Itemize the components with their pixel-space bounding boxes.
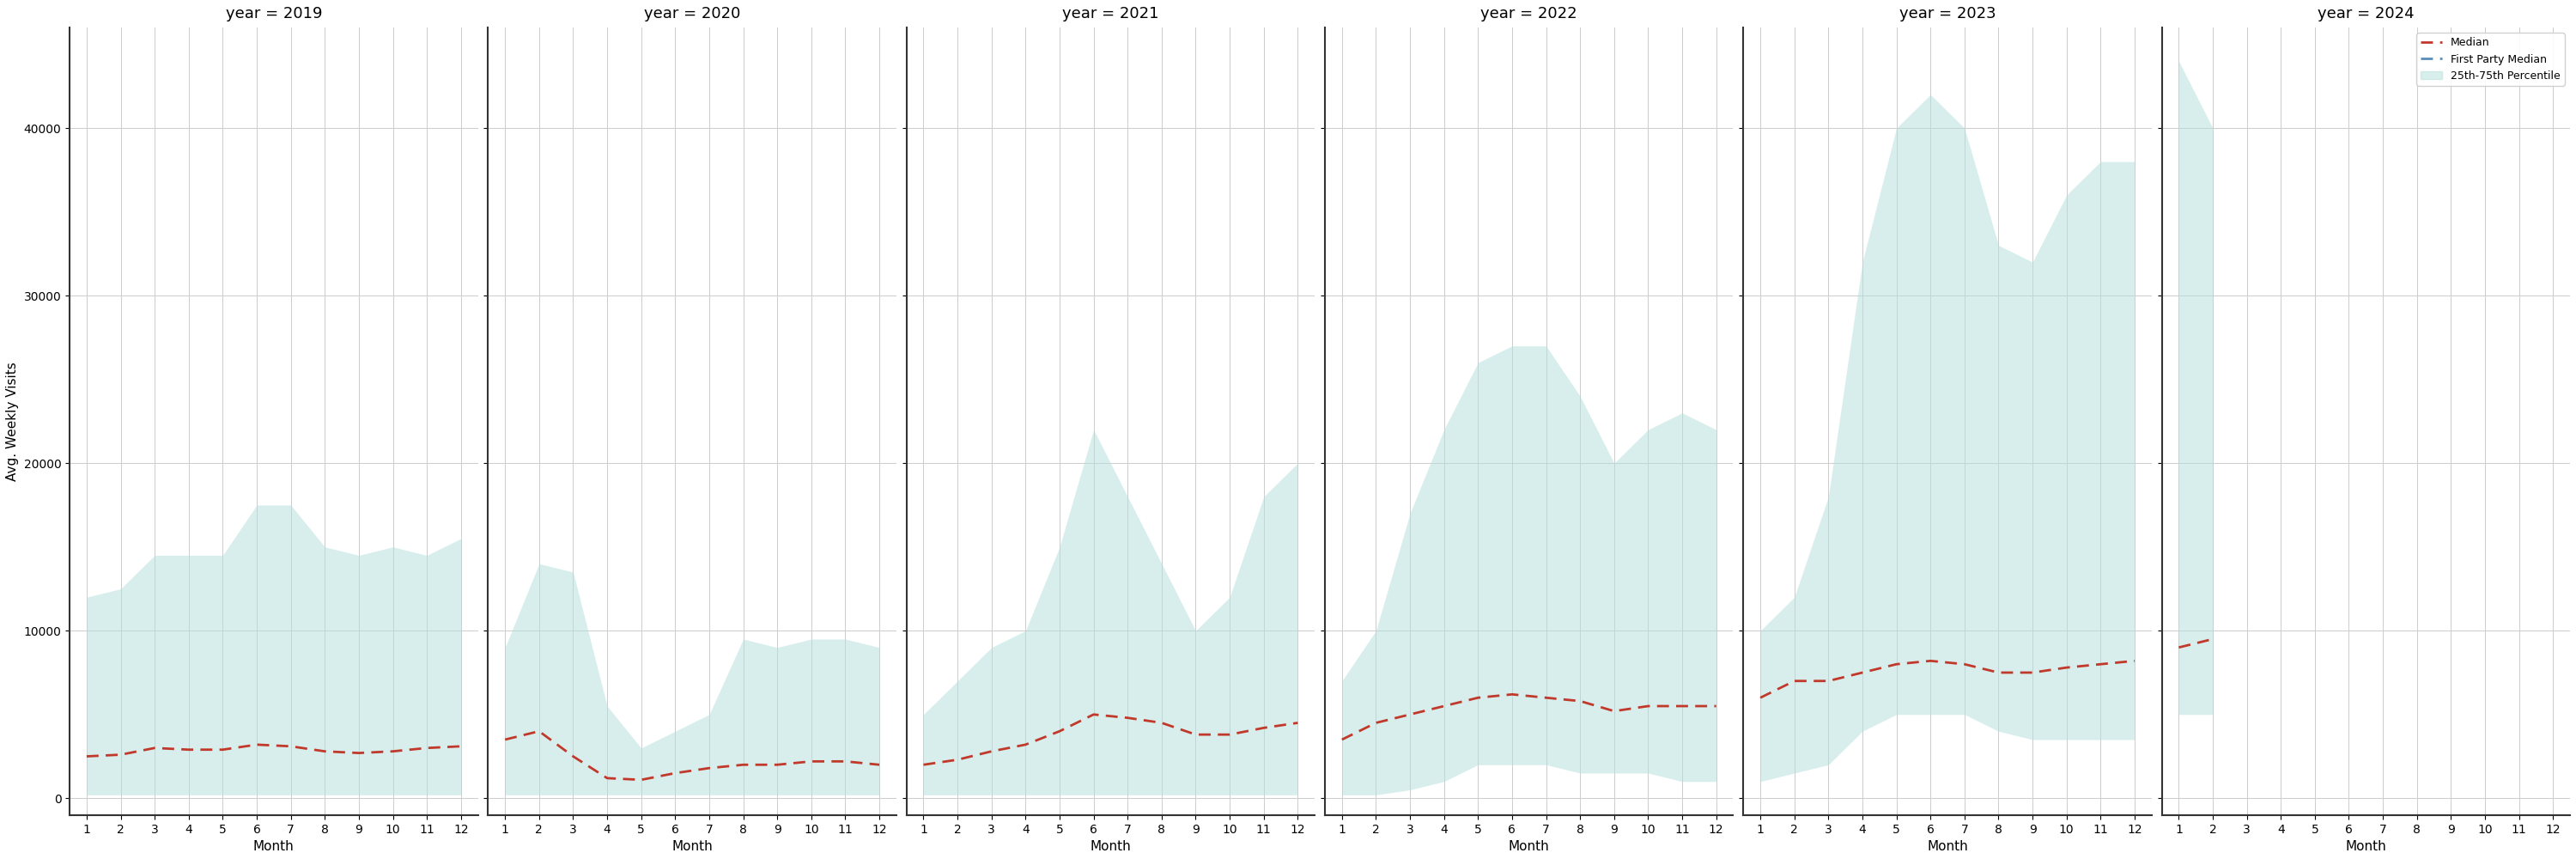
X-axis label: Month: Month — [2344, 840, 2385, 853]
Title: year = 2022: year = 2022 — [1481, 6, 1577, 21]
Title: year = 2019: year = 2019 — [227, 6, 322, 21]
Y-axis label: Avg. Weekly Visits: Avg. Weekly Visits — [5, 362, 18, 481]
Title: year = 2023: year = 2023 — [1899, 6, 1996, 21]
X-axis label: Month: Month — [1510, 840, 1551, 853]
X-axis label: Month: Month — [1927, 840, 1968, 853]
X-axis label: Month: Month — [672, 840, 714, 853]
Legend: Median, First Party Median, 25th-75th Percentile: Median, First Party Median, 25th-75th Pe… — [2416, 33, 2566, 86]
Title: year = 2024: year = 2024 — [2318, 6, 2414, 21]
Title: year = 2021: year = 2021 — [1061, 6, 1159, 21]
X-axis label: Month: Month — [1090, 840, 1131, 853]
Title: year = 2020: year = 2020 — [644, 6, 739, 21]
X-axis label: Month: Month — [252, 840, 294, 853]
